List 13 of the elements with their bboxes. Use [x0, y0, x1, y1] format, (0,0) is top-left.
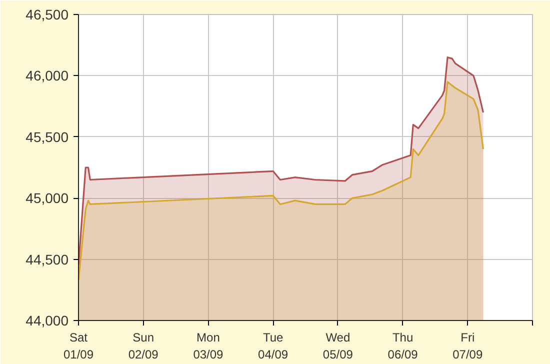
x-tick-label: Sat 01/09 [63, 330, 94, 362]
x-tick-label: Fri 07/09 [452, 330, 483, 362]
y-tick-label: 46,000 [26, 68, 69, 84]
y-tick-label: 44,500 [26, 251, 69, 268]
y-tick-label: 46,500 [26, 6, 69, 22]
x-tick-label: Thu 06/09 [388, 330, 418, 362]
x-tick-label: Mon 03/09 [193, 330, 224, 362]
y-tick-label: 45,000 [26, 190, 69, 206]
y-tick-label: 44,000 [26, 312, 69, 328]
x-tick-label: Tue 04/09 [258, 330, 288, 362]
x-tick-label: Sun 02/09 [128, 330, 159, 362]
y-tick-label: 45,500 [26, 128, 69, 145]
x-tick-label: Wed 05/09 [322, 330, 354, 362]
